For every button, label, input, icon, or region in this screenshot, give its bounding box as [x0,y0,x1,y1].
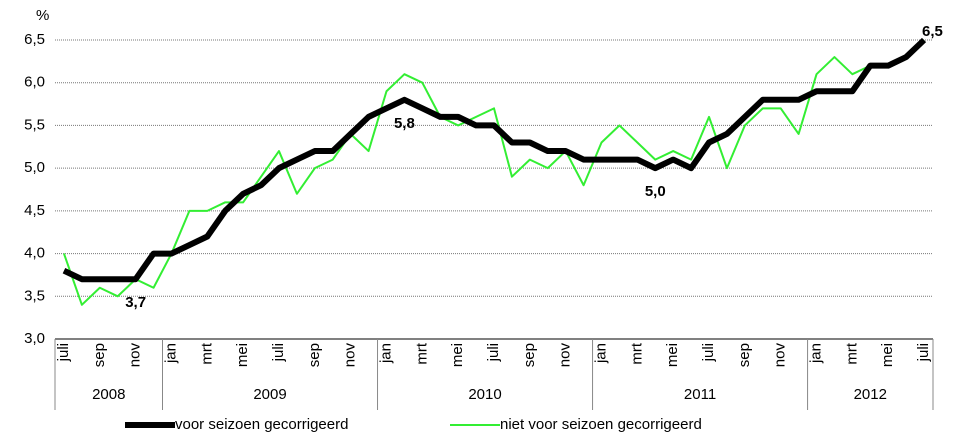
x-tick-label: sep [91,343,108,367]
x-tick-label: mrt [413,342,430,364]
value-label: 6,5 [922,23,943,40]
x-group-label: 2009 [253,386,286,403]
x-tick-label: mei [879,343,896,367]
x-tick-label: juli [700,343,717,362]
x-tick-label: jan [592,343,609,364]
y-tick-label: 3,5 [24,287,45,304]
series-line [62,37,927,283]
x-group-label: 2010 [468,386,501,403]
y-tick-label: 5,0 [24,159,45,176]
x-tick-label: jan [807,343,824,364]
y-tick-label: 4,5 [24,202,45,219]
series-line [63,39,925,306]
x-tick-label: sep [521,343,538,367]
x-tick-label: juli [485,343,502,362]
x-tick-label: juli [915,343,932,362]
legend-label: niet voor seizoen gecorrigeerd [500,416,702,433]
y-tick-label: 6,5 [24,31,45,48]
x-tick-label: mrt [843,342,860,364]
x-tick-label: nov [342,343,359,368]
x-tick-label: mrt [628,342,645,364]
x-tick-label: jan [162,343,179,364]
y-tick-label: 5,5 [24,116,45,133]
x-group-label: 2011 [684,386,716,403]
x-tick-label: mrt [198,342,215,364]
x-tick-label: mei [234,343,251,367]
x-tick-label: juli [55,343,72,362]
value-label: 3,7 [125,294,146,311]
x-tick-label: nov [772,343,789,368]
x-tick-label: nov [127,343,144,368]
y-tick-label: 4,0 [24,245,45,262]
y-axis-label: % [36,7,49,24]
value-label: 5,8 [394,115,415,132]
x-tick-label: juli [270,343,287,362]
legend-label: voor seizoen gecorrigeerd [175,416,348,433]
value-label: 5,0 [645,183,666,200]
x-tick-label: mei [449,343,466,367]
x-tick-label: sep [736,343,753,367]
x-tick-label: jan [377,343,394,364]
x-tick-label: nov [557,343,574,368]
y-tick-label: 3,0 [24,330,45,347]
y-tick-label: 6,0 [24,74,45,91]
x-tick-label: sep [306,343,323,367]
x-group-label: 2008 [92,386,125,403]
x-group-label: 2012 [854,386,887,403]
x-tick-label: mei [664,343,681,367]
